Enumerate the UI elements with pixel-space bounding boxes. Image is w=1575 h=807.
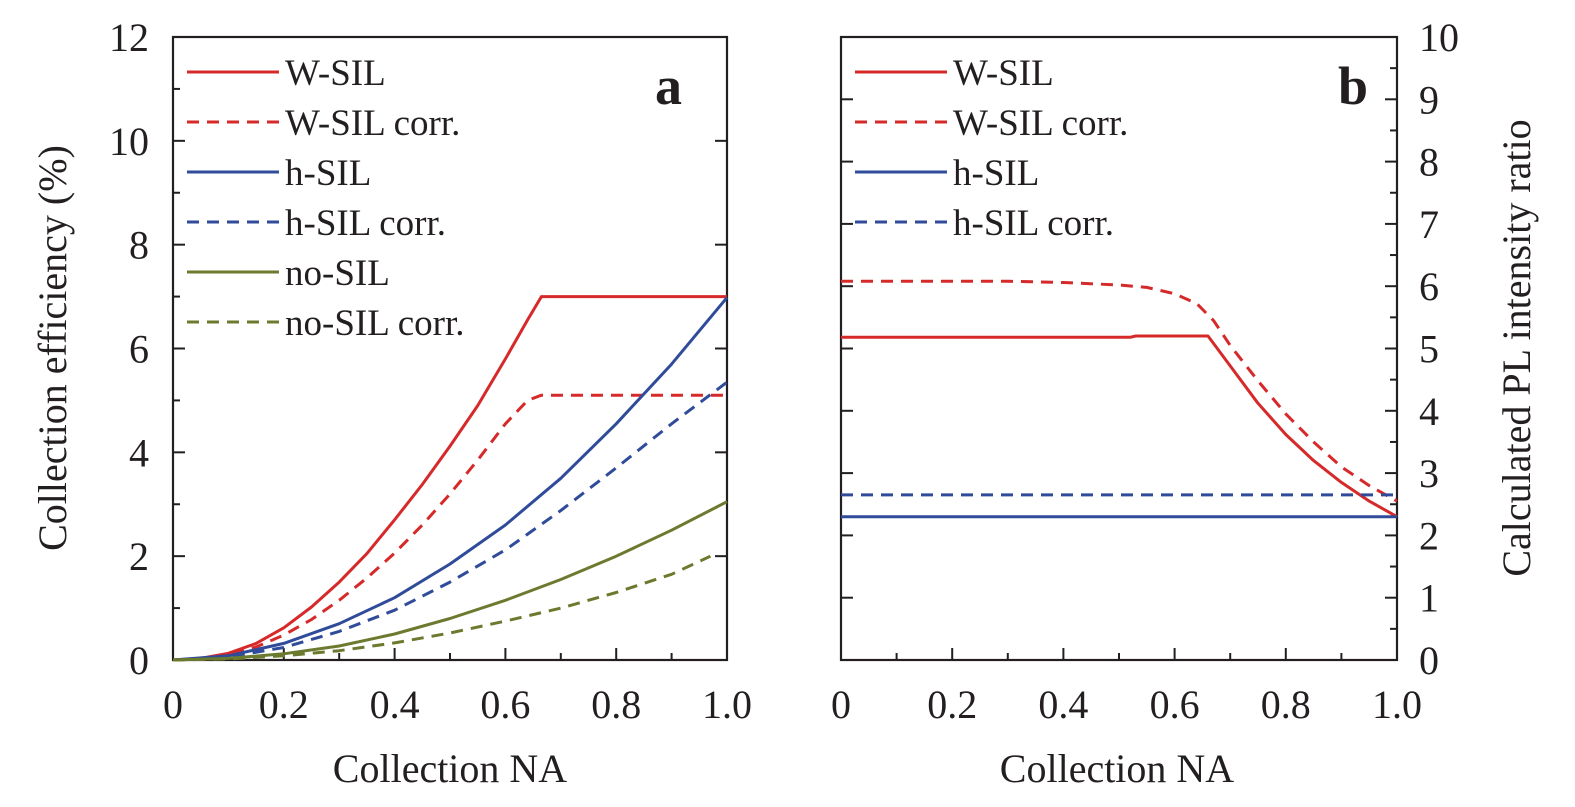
panel-b-y-tick-label: 9 bbox=[1419, 77, 1439, 122]
panel-a-y-tick-label: 2 bbox=[129, 534, 149, 579]
panel-a-legend-label: W-SIL bbox=[285, 53, 386, 94]
panel-a-x-tick-label: 0.6 bbox=[480, 682, 530, 727]
panel-b-y-tick-label: 8 bbox=[1419, 140, 1439, 185]
panel-b-x-tick-label: 0.6 bbox=[1150, 682, 1200, 727]
panel-a-legend-label: W-SIL corr. bbox=[285, 103, 460, 144]
panel-a-series-line bbox=[172, 393, 727, 662]
panel-b-y-axis-title: Calculated PL intensity ratio bbox=[1494, 119, 1539, 576]
panel-b-y-tick-label: 10 bbox=[1419, 15, 1459, 60]
panel-b-legend-label: h-SIL bbox=[953, 153, 1039, 194]
panel-b-legend-label: W-SIL corr. bbox=[953, 103, 1128, 144]
panel-a-x-axis-title: Collection NA bbox=[333, 746, 568, 791]
panel-a-legend-label: no-SIL corr. bbox=[285, 303, 464, 344]
panel-a-y-tick-label: 12 bbox=[109, 15, 149, 60]
panel-a-legend: W-SIL W-SIL corr. h-SIL h-SIL corr. no-SIL no… bbox=[187, 53, 464, 344]
panel-a-x-tick-label: 0.8 bbox=[591, 682, 641, 727]
panel-b-y-tick-label: 1 bbox=[1419, 576, 1439, 621]
panel-b-y-tick-label: 2 bbox=[1419, 513, 1439, 558]
panel-a-label: a bbox=[655, 56, 682, 116]
panel-b-legend-label: h-SIL corr. bbox=[953, 203, 1114, 244]
panel-a-series-line bbox=[172, 381, 728, 662]
panel-a-legend-label: h-SIL corr. bbox=[285, 203, 446, 244]
panel-b-y-tick-label: 6 bbox=[1419, 264, 1439, 309]
panel-a-y-tick-label: 8 bbox=[129, 223, 149, 268]
panel-b-x-tick-label: 0 bbox=[831, 682, 851, 727]
panel-b-x-tick-label: 0.2 bbox=[927, 682, 977, 727]
panel-a-series bbox=[172, 295, 729, 662]
panel-a-series-line bbox=[172, 296, 729, 662]
panel-a-chart: 0 0.2 0.4 0.6 0.8 1.0 0 2 4 6 8 10 12 W-SIL W-SIL cor… bbox=[30, 15, 752, 791]
panel-b-y-tick-label: 4 bbox=[1419, 389, 1439, 434]
panel-b-label: b bbox=[1338, 56, 1368, 116]
panel-b-x-tick-label: 0.8 bbox=[1261, 682, 1311, 727]
panel-a-legend-label: h-SIL bbox=[285, 153, 371, 194]
panel-b-x-axis-title: Collection NA bbox=[1000, 746, 1235, 791]
panel-b-y-tick-label: 5 bbox=[1419, 327, 1439, 372]
panel-a-ticks: 0 0.2 0.4 0.6 0.8 1.0 0 2 4 6 8 10 12 bbox=[109, 15, 752, 727]
panel-a-series-line bbox=[172, 295, 727, 662]
panel-a-y-tick-label: 6 bbox=[129, 327, 149, 372]
panel-a-y-tick-label: 10 bbox=[109, 119, 149, 164]
panel-b-y-tick-label: 7 bbox=[1419, 202, 1439, 247]
panel-b-legend: W-SIL W-SIL corr. h-SIL h-SIL corr. bbox=[855, 53, 1128, 244]
panel-a-x-tick-label: 1.0 bbox=[702, 682, 752, 727]
panel-b-y-tick-label: 0 bbox=[1419, 638, 1439, 683]
panel-a-x-tick-label: 0 bbox=[163, 682, 183, 727]
panel-b-series bbox=[841, 279, 1398, 519]
panel-a-x-tick-label: 0.2 bbox=[259, 682, 309, 727]
panel-a-legend-label: no-SIL bbox=[285, 253, 390, 294]
panel-b-series-line bbox=[841, 334, 1398, 519]
panel-a-y-axis-title: Collection efficiency (%) bbox=[30, 145, 75, 551]
panel-b-legend-label: W-SIL bbox=[953, 53, 1054, 94]
panel-a-y-tick-label: 0 bbox=[129, 638, 149, 683]
panel-a-x-tick-label: 0.4 bbox=[370, 682, 420, 727]
panel-b-y-tick-label: 3 bbox=[1419, 451, 1439, 496]
panel-a-y-tick-label: 4 bbox=[129, 430, 149, 475]
panel-a-series-line bbox=[172, 500, 728, 662]
panel-a-series-line bbox=[172, 554, 712, 662]
panel-b-series-line bbox=[841, 279, 1398, 503]
panel-b-x-tick-label: 0.4 bbox=[1038, 682, 1088, 727]
panel-b-x-tick-label: 1.0 bbox=[1372, 682, 1422, 727]
